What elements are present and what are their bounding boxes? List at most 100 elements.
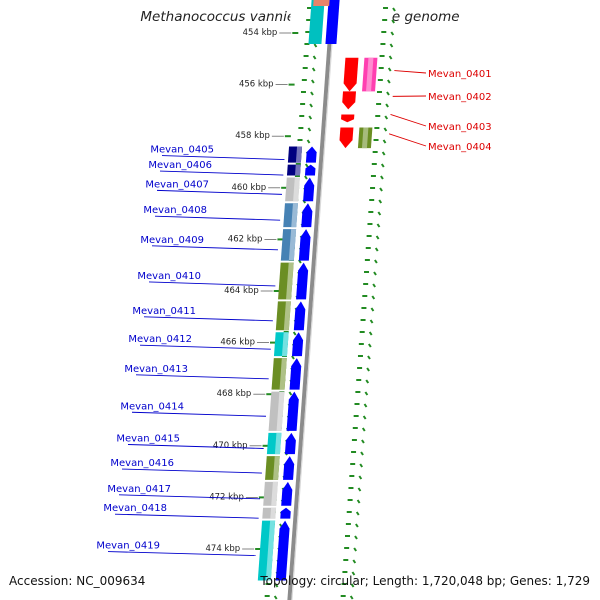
tick-track-left-inner-dash xyxy=(311,79,315,84)
forward-gene-leader xyxy=(121,468,262,474)
forward-gene-arrow xyxy=(289,358,302,390)
top-red-fragment xyxy=(313,0,330,6)
tick-track-left-inner-dash xyxy=(304,163,309,168)
forward-gene-arrow xyxy=(286,391,299,431)
forward-gene-leader xyxy=(118,494,261,500)
forward-gene-cog-shade xyxy=(294,164,301,176)
tick-track-right-inner-dash xyxy=(373,271,377,276)
tick-track-left-inner-dash xyxy=(288,391,293,396)
forward-gene-leader xyxy=(156,189,282,195)
tick-track-right-inner-dash xyxy=(356,499,361,504)
forward-gene-label: Mevan_0418 xyxy=(103,503,167,514)
scale-label: 472 kbp xyxy=(209,492,244,502)
tick-track-right-inner-dash xyxy=(355,511,360,516)
tick-track-right-inner-dash xyxy=(383,127,388,132)
tick-track-right-inner-dash xyxy=(361,439,365,444)
forward-gene-leader xyxy=(107,551,256,557)
forward-gene-label: Mevan_0410 xyxy=(137,271,201,282)
tick-track-left-inner-dash xyxy=(306,139,311,144)
scale-label: 460 kbp xyxy=(232,183,267,193)
tick-track-right-inner-dash xyxy=(386,91,390,96)
scale-label: 468 kbp xyxy=(217,389,252,399)
forward-gene-arrow xyxy=(280,507,291,519)
tick-track-right-inner-dash xyxy=(355,523,359,528)
tick-track-left-inner-dash xyxy=(308,115,313,120)
forward-gene-arrow xyxy=(291,332,304,357)
top-cog-bar-fragment xyxy=(308,0,325,44)
tick-track-right-inner-dash xyxy=(365,379,370,384)
tick-track-left-inner-dash xyxy=(311,67,316,72)
tick-track-right-inner-dash xyxy=(367,343,372,348)
tick-track-right-inner-dash xyxy=(375,235,380,240)
tick-track-right-inner-dash xyxy=(384,115,389,120)
strip-band xyxy=(248,0,394,600)
genome-axis-line xyxy=(287,0,335,600)
forward-gene-arrow xyxy=(284,432,296,455)
forward-gene-cog-shade xyxy=(273,456,280,480)
tick-track-left-inner-dash xyxy=(292,331,297,336)
tick-track-left-inner-dash xyxy=(310,91,314,96)
forward-gene-label: Mevan_0412 xyxy=(128,334,192,345)
forward-gene-cog-shade xyxy=(293,177,300,202)
forward-gene-cog-shade xyxy=(295,146,303,163)
tick-track-right-inner-dash xyxy=(362,415,367,420)
scale-label: 462 kbp xyxy=(228,234,263,244)
forward-gene-leader xyxy=(135,374,269,380)
tick-track-right-inner-dash xyxy=(368,331,373,336)
forward-gene-cog-shade xyxy=(274,432,282,455)
forward-gene-leader xyxy=(154,215,281,221)
scale-label: 466 kbp xyxy=(220,338,255,348)
topology-text: Topology: circular; Length: 1,720,048 bp… xyxy=(260,574,590,588)
forward-gene-leader xyxy=(127,444,264,449)
forward-gene-cog-shade xyxy=(265,520,276,581)
forward-gene-leader xyxy=(151,245,278,251)
forward-gene-leader xyxy=(139,344,271,350)
tick-track-right-inner-dash xyxy=(387,67,392,72)
tick-track-left-inner-dash xyxy=(304,175,308,180)
forward-gene-arrow xyxy=(304,164,316,176)
forward-gene-label: Mevan_0411 xyxy=(132,306,196,317)
reverse-gene-label: Mevan_0404 xyxy=(428,142,492,153)
tick-track-right-inner-dash xyxy=(372,283,376,288)
tick-track-right-inner-dash xyxy=(378,199,383,204)
reverse-gene-arrow xyxy=(339,127,354,149)
tick-track-right-inner-dash xyxy=(380,163,385,168)
tick-track-right-inner-dash xyxy=(388,55,393,60)
forward-gene-leader xyxy=(143,316,273,322)
forward-gene-label: Mevan_0415 xyxy=(116,434,180,445)
forward-gene-label: Mevan_0408 xyxy=(143,205,207,216)
forward-gene-cog-shade xyxy=(279,358,287,390)
tick-track-right-inner-dash xyxy=(374,259,378,264)
reverse-gene-leader xyxy=(394,70,427,74)
tick-track-right-inner-dash xyxy=(369,319,374,324)
tick-track-left-inner-dash xyxy=(291,355,295,360)
forward-gene-leader xyxy=(148,281,276,287)
forward-gene-label: Mevan_0405 xyxy=(150,145,214,156)
forward-gene-leader xyxy=(159,170,284,176)
tick-track-left-inner-dash xyxy=(307,127,312,132)
forward-gene-label: Mevan_0416 xyxy=(110,458,174,469)
tick-track-right-inner-dash xyxy=(353,547,357,552)
forward-gene-label: Mevan_0419 xyxy=(96,541,160,552)
forward-gene-cog-shade xyxy=(270,507,277,519)
tick-track-right-inner-dash xyxy=(367,355,371,360)
tick-track-right-inner-dash xyxy=(361,427,366,432)
forward-gene-label: Mevan_0414 xyxy=(120,401,184,412)
tick-track-right-inner-dash xyxy=(364,391,369,396)
tick-track-right-inner-dash xyxy=(376,223,381,228)
forward-gene-arrow xyxy=(296,262,309,300)
scale-label: 470 kbp xyxy=(213,441,248,451)
tick-track-right-inner-dash xyxy=(349,595,354,600)
tick-track-right-inner-dash xyxy=(354,535,358,540)
genome-axis-highlight xyxy=(291,0,336,600)
reverse-gene-label: Mevan_0401 xyxy=(428,69,492,80)
tick-track-left-inner-dash xyxy=(273,595,278,600)
tick-track-right-inner-dash xyxy=(387,79,391,84)
forward-gene-cog-shade xyxy=(271,481,278,506)
tick-track-right-inner-dash xyxy=(359,463,364,468)
tick-track-right-inner-dash xyxy=(350,583,355,588)
tick-track-right-inner-dash xyxy=(351,571,356,576)
tick-track-right-inner-dash xyxy=(374,247,379,252)
scale-label: 454 kbp xyxy=(243,28,278,38)
